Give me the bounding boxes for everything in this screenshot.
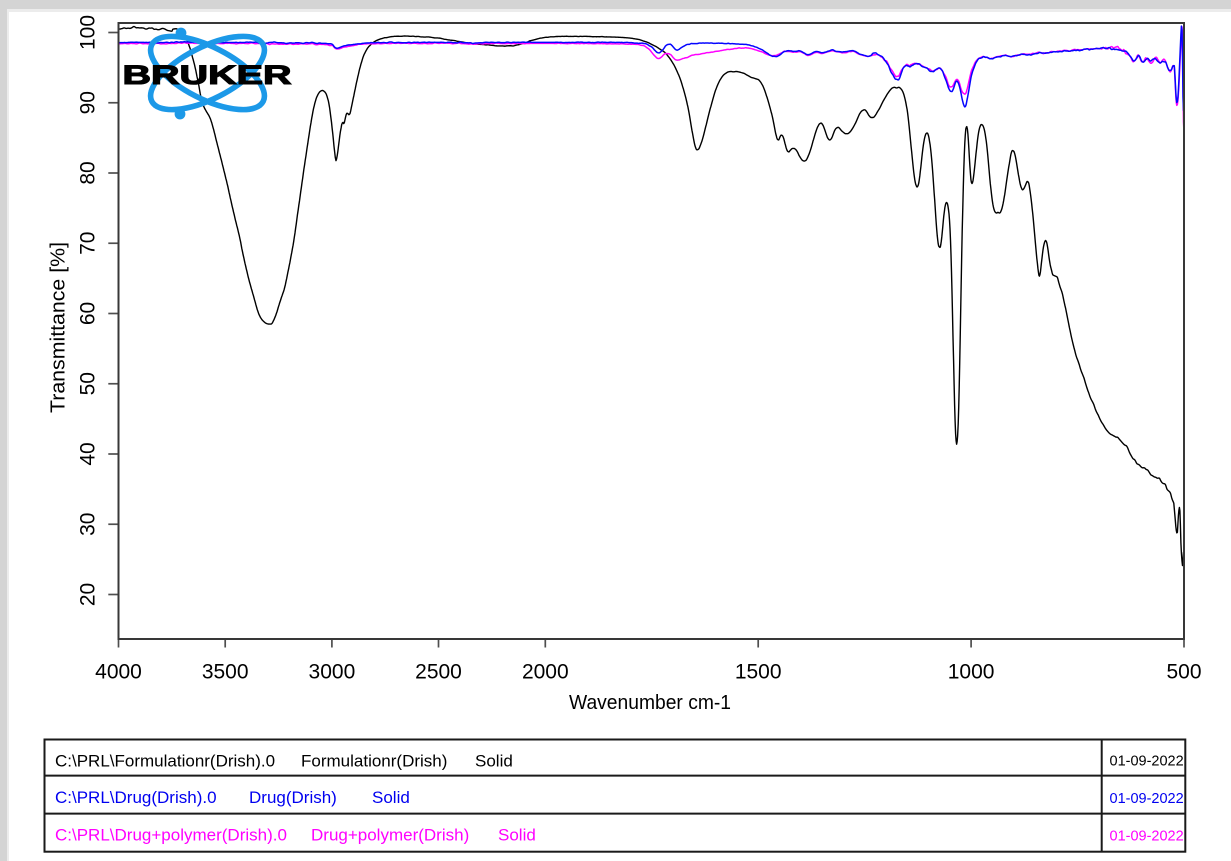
svg-text:90: 90: [77, 91, 100, 114]
svg-text:2500: 2500: [415, 661, 462, 684]
svg-text:C:\PRL\Drug(Drish).0: C:\PRL\Drug(Drish).0: [55, 788, 217, 807]
svg-text:Solid: Solid: [372, 788, 410, 807]
svg-text:70: 70: [77, 232, 100, 255]
svg-text:30: 30: [77, 513, 100, 536]
svg-text:01-09-2022: 01-09-2022: [1110, 791, 1184, 807]
svg-text:40: 40: [77, 442, 100, 465]
svg-text:20: 20: [77, 583, 100, 606]
svg-text:01-09-2022: 01-09-2022: [1110, 829, 1184, 845]
svg-text:Drug(Drish): Drug(Drish): [249, 788, 337, 807]
svg-text:Drug+polymer(Drish): Drug+polymer(Drish): [311, 826, 469, 845]
svg-text:1500: 1500: [735, 661, 782, 684]
svg-text:500: 500: [1166, 661, 1201, 684]
svg-text:Formulationr(Drish): Formulationr(Drish): [301, 752, 447, 771]
svg-text:4000: 4000: [95, 661, 142, 684]
svg-text:50: 50: [77, 372, 100, 395]
svg-text:Transmittance [%]: Transmittance [%]: [47, 242, 70, 413]
svg-text:Wavenumber cm-1: Wavenumber cm-1: [569, 691, 731, 714]
svg-text:BRUKER: BRUKER: [123, 60, 292, 90]
svg-text:Solid: Solid: [498, 826, 536, 845]
svg-text:C:\PRL\Drug+polymer(Drish).0: C:\PRL\Drug+polymer(Drish).0: [55, 826, 287, 845]
svg-text:01-09-2022: 01-09-2022: [1110, 754, 1184, 770]
svg-text:60: 60: [77, 302, 100, 325]
svg-text:Solid: Solid: [475, 752, 513, 771]
svg-text:80: 80: [77, 161, 100, 184]
svg-text:C:\PRL\Formulationr(Drish).0: C:\PRL\Formulationr(Drish).0: [55, 752, 275, 771]
svg-text:3000: 3000: [309, 661, 356, 684]
svg-text:2000: 2000: [522, 661, 569, 684]
svg-text:3500: 3500: [202, 661, 249, 684]
svg-text:100: 100: [77, 15, 100, 50]
svg-text:1000: 1000: [948, 661, 995, 684]
